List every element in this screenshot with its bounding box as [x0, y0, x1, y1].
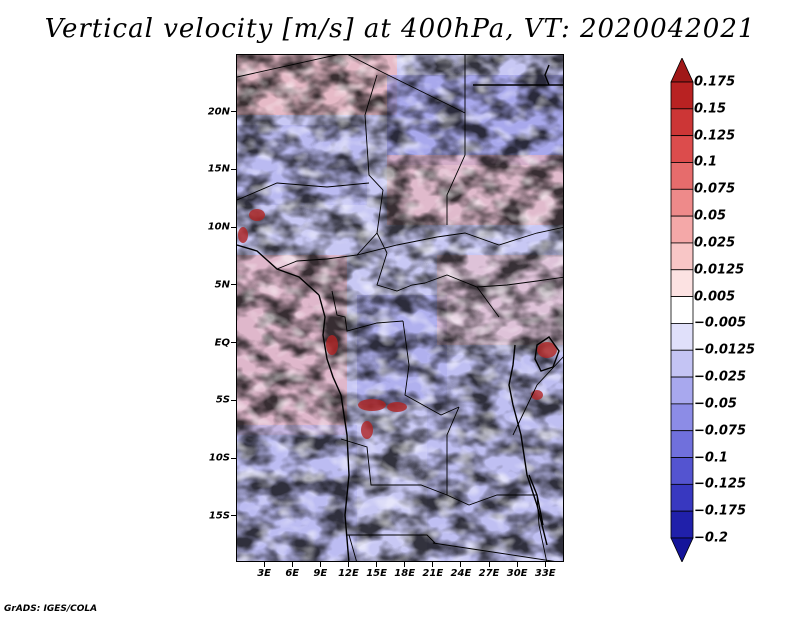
colorbar-level-label: 0.125 — [694, 128, 736, 144]
colorbar-swatch — [670, 296, 694, 324]
colorbar-level-label: −0.05 — [694, 396, 737, 412]
lat-tick-mark — [231, 399, 236, 401]
lat-tick-mark — [231, 226, 236, 228]
lon-tick-mark — [291, 562, 293, 567]
lon-tick-mark — [544, 562, 546, 567]
colorbar-level-label: −0.075 — [694, 423, 747, 439]
lon-tick-mark — [347, 562, 349, 567]
colorbar-swatch — [670, 242, 694, 271]
colorbar-level-label: 0.075 — [694, 181, 736, 197]
lat-tick-label: 10N — [207, 221, 230, 233]
lon-tick-mark — [319, 562, 321, 567]
lat-tick-label: 15S — [208, 510, 230, 522]
colorbar-swatch — [670, 403, 694, 432]
lon-tick-label: 12E — [338, 568, 359, 579]
colorbar-level-label: −0.1 — [694, 450, 728, 466]
colorbar-level-label: −0.025 — [694, 369, 747, 385]
lat-tick-mark — [231, 515, 236, 517]
chart-title: Vertical velocity [m/s] at 400hPa, VT: 2… — [44, 14, 756, 44]
lat-tick-label: 10S — [208, 452, 230, 464]
colorbar-swatch — [670, 430, 694, 458]
lon-tick-mark — [263, 562, 265, 567]
lat-tick-mark — [231, 457, 236, 459]
colorbar-level-label: 0.1 — [694, 154, 718, 170]
colorbar-level-label: 0.175 — [694, 74, 736, 90]
colorbar-swatch — [670, 323, 694, 351]
colorbar-level-label: 0.0125 — [694, 262, 745, 278]
colorbar-level-label: −0.005 — [694, 315, 747, 331]
lat-tick-mark — [231, 168, 236, 170]
lon-tick-label: 3E — [257, 568, 272, 579]
colorbar-swatch — [670, 457, 694, 485]
colorbar — [670, 58, 694, 562]
colorbar-level-label: 0.005 — [694, 289, 736, 305]
colorbar-swatch — [670, 108, 694, 137]
lat-tick-label: 5N — [214, 279, 230, 291]
lon-tick-label: 30E — [506, 568, 528, 579]
colorbar-top-arrow — [670, 58, 694, 83]
colorbar-swatch — [670, 483, 694, 512]
colorbar-swatch — [670, 188, 694, 217]
colorbar-level-label: −0.2 — [694, 530, 728, 546]
colorbar-swatch — [670, 376, 694, 405]
map-panel — [236, 54, 564, 562]
lon-tick-label: 6E — [285, 568, 300, 579]
lat-tick-label: EQ — [214, 337, 230, 349]
colorbar-level-label: −0.125 — [694, 476, 747, 492]
colorbar-bottom-arrow — [670, 537, 694, 562]
lon-tick-label: 33E — [534, 568, 556, 579]
lon-tick-mark — [488, 562, 490, 567]
lon-tick-mark — [432, 562, 434, 567]
lon-tick-label: 27E — [478, 568, 500, 579]
colorbar-swatch — [670, 135, 694, 163]
lon-tick-mark — [376, 562, 378, 567]
colorbar-swatch — [670, 215, 694, 244]
colorbar-swatch — [670, 349, 694, 378]
lat-tick-mark — [231, 342, 236, 344]
lat-tick-label: 15N — [207, 163, 230, 175]
colorbar-level-label: −0.0125 — [694, 342, 756, 358]
credit-footer: GrADS: IGES/COLA — [4, 604, 98, 614]
colorbar-swatch — [670, 162, 694, 190]
lon-tick-label: 15E — [366, 568, 387, 579]
vertical-velocity-field — [237, 55, 563, 561]
colorbar-level-label: 0.025 — [694, 235, 736, 251]
colorbar-swatch — [670, 510, 694, 539]
lon-tick-label: 18E — [394, 568, 416, 579]
lon-tick-mark — [404, 562, 406, 567]
lon-tick-label: 24E — [450, 568, 472, 579]
lon-tick-label: 9E — [313, 568, 328, 579]
lon-tick-mark — [460, 562, 462, 567]
lon-tick-mark — [516, 562, 518, 567]
colorbar-level-label: −0.175 — [694, 503, 747, 519]
lat-tick-mark — [231, 284, 236, 286]
lat-tick-mark — [231, 111, 236, 113]
colorbar-swatch — [670, 269, 694, 297]
colorbar-level-label: 0.05 — [694, 208, 727, 224]
colorbar-level-label: 0.15 — [694, 101, 727, 117]
lat-tick-label: 20N — [207, 106, 230, 118]
lon-tick-label: 21E — [422, 568, 444, 579]
lat-tick-label: 5S — [215, 394, 230, 406]
colorbar-swatch — [670, 81, 694, 110]
